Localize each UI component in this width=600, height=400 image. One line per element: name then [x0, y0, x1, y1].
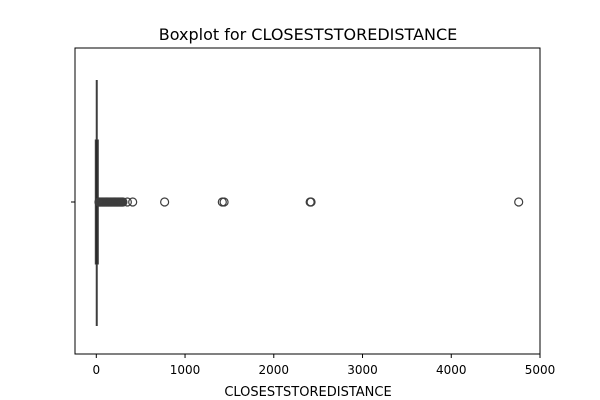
outlier-point — [122, 197, 132, 207]
outlier-point — [514, 197, 524, 207]
plot-area — [94, 80, 524, 326]
outlier-point — [128, 197, 138, 207]
outlier-point — [219, 197, 229, 207]
x-tick-label: 1000 — [170, 363, 201, 377]
x-tick-label: 5000 — [525, 363, 556, 377]
outlier-point — [160, 197, 170, 207]
x-tick-label: 4000 — [436, 363, 467, 377]
chart-title: Boxplot for CLOSESTSTOREDISTANCE — [159, 25, 458, 44]
x-axis-ticks: 0 1000 2000 3000 4000 5000 — [92, 354, 555, 377]
axes-frame — [74, 47, 541, 355]
x-axis-label: CLOSESTSTOREDISTANCE — [224, 385, 391, 400]
x-tick-label: 2000 — [259, 363, 290, 377]
outlier-point — [306, 197, 316, 207]
x-tick-label: 0 — [92, 363, 100, 377]
outlier-point — [118, 197, 128, 207]
x-tick-label: 3000 — [347, 363, 378, 377]
